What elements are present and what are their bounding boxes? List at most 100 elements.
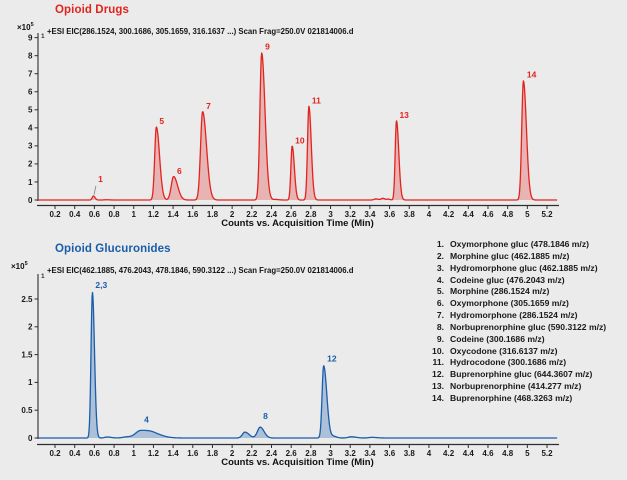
x-tick-label: 1.2 [148, 210, 160, 219]
y-tick-label: 7 [28, 70, 33, 79]
y-tick-label: 0 [28, 196, 33, 205]
peak-leader-line [93, 185, 97, 195]
x-axis-title-opioid-drugs: Counts vs. Acquisition Time (Min) [221, 218, 374, 229]
x-tick-label: 0.8 [109, 210, 121, 219]
peak-label-5: 5 [159, 116, 164, 126]
legend-item: 14. Buprenorphine (468.3263 m/z) [420, 393, 626, 405]
legend-item: 13. Norbuprenorphine (414.277 m/z) [420, 381, 626, 393]
x-tick-label: 3.6 [384, 449, 396, 458]
x-axis-title-opioid-glucuronides: Counts vs. Acquisition Time (Min) [221, 457, 374, 468]
legend-item-number: 4. [436, 274, 444, 285]
legend-item-name: Hydrocodone (300.1686 m/z) [450, 357, 567, 368]
x-tick-label: 3 [328, 210, 333, 219]
x-tick-label: 1.6 [187, 210, 199, 219]
x-tick-label: 1.8 [207, 449, 219, 458]
legend-item: 7. Hydromorphone (286.1524 m/z) [420, 310, 626, 322]
panel-title-opioid-glucuronides: Opioid Glucuronides [55, 243, 171, 255]
peak-fill-opioid-drugs [38, 52, 558, 200]
legend-item-name: Norbuprenorphine gluc (590.3122 m/z) [450, 321, 607, 332]
chromatogram-trace-opioid-drugs [37, 52, 558, 201]
x-tick-label: 1.8 [207, 210, 219, 219]
x-tick-label: 0.8 [109, 449, 121, 458]
eic-annotation-opioid-glucuronides: +ESI EIC(462.1885, 476.2043, 478.1846, 5… [47, 266, 354, 275]
legend-item-number: 7. [436, 310, 444, 321]
peak-label-14: 14 [527, 69, 537, 79]
x-tick-label: 5.2 [541, 449, 553, 458]
x-tick-label: 3.6 [384, 210, 396, 219]
legend-item-number: 2. [436, 250, 444, 261]
x-tick-label: 3.8 [404, 449, 416, 458]
x-tick-label: 2.6 [286, 449, 298, 458]
legend-item-number: 11. [432, 357, 444, 368]
legend-item-name: Morphine gluc (462.1885 m/z) [450, 250, 570, 261]
chromatogram-trace-opioid-glucuronides [37, 291, 558, 439]
legend-item: 4. Codeine gluc (476.2043 m/z) [420, 275, 626, 287]
legend-item-name: Norbuprenorphine (414.277 m/z) [450, 381, 582, 392]
peak-label-13: 13 [399, 110, 409, 120]
peak-label-4: 4 [144, 414, 149, 424]
peak-label-11: 11 [312, 95, 321, 105]
x-tick-label: 4.4 [463, 449, 475, 458]
x-tick-label: 0.4 [69, 449, 81, 458]
x-tick-label: 0.4 [69, 210, 81, 219]
panel-title-opioid-drugs: Opioid Drugs [55, 4, 130, 16]
x-tick-label: 4.2 [443, 449, 455, 458]
y-tick-label: 1.5 [21, 350, 33, 359]
x-tick-label: 5 [525, 210, 530, 219]
legend-item-number: 12. [432, 369, 444, 380]
x-tick-label: 4.6 [482, 210, 494, 219]
legend-item: 1. Oxymorphone gluc (478.1846 m/z) [420, 239, 626, 251]
peak-label-1: 1 [98, 174, 103, 184]
legend-item-number: 13. [432, 381, 444, 392]
legend-item-number: 14. [432, 392, 444, 403]
y-tick-label: 8 [28, 51, 33, 60]
y-tick-label: 2 [28, 160, 33, 169]
x-tick-label: 2.2 [246, 449, 258, 458]
x-tick-label: 2.4 [266, 449, 278, 458]
x-tick-label: 1 [132, 210, 137, 219]
legend-item: 3. Hydromorphone gluc (462.1885 m/z) [420, 263, 626, 275]
x-tick-label: 2.2 [246, 210, 258, 219]
x-tick-label: 4.2 [443, 210, 455, 219]
x-tick-label: 2 [230, 210, 235, 219]
legend-item-name: Buprenorphine gluc (644.3607 m/z) [450, 369, 593, 380]
legend-item-name: Oxymorphone (305.1659 m/z) [450, 298, 569, 309]
x-tick-label: 2.8 [305, 210, 317, 219]
y-tick-label: 3 [28, 142, 33, 151]
x-tick-label: 4.6 [482, 449, 494, 458]
peak-label-6: 6 [177, 166, 182, 176]
x-tick-label: 2.4 [266, 210, 278, 219]
x-tick-label: 3.8 [404, 210, 416, 219]
y-tick-label: 9 [28, 33, 33, 42]
x-tick-label: 3.4 [364, 210, 376, 219]
scale-exponent: 5 [24, 261, 28, 267]
x-tick-label: 5 [525, 449, 530, 458]
x-tick-label: 0.6 [89, 210, 101, 219]
eic-annotation-opioid-drugs: +ESI EIC(286.1524, 300.1686, 305.1659, 3… [47, 27, 354, 36]
x-tick-label: 4 [427, 449, 432, 458]
x-tick-label: 3.4 [364, 449, 376, 458]
scale-exponent: 5 [30, 22, 34, 28]
x-tick-label: 4 [427, 210, 432, 219]
compound-legend: 1. Oxymorphone gluc (478.1846 m/z) 2. Morph… [420, 239, 626, 405]
x-tick-label: 3 [328, 449, 333, 458]
x-tick-label: 1.6 [187, 449, 199, 458]
peak-label-8: 8 [263, 411, 268, 421]
x-tick-label: 0.6 [89, 449, 101, 458]
legend-item-number: 5. [436, 286, 444, 297]
legend-item: 5. Morphine (286.1524 m/z) [420, 286, 626, 298]
legend-item-name: Morphine (286.1524 m/z) [450, 286, 550, 297]
y-tick-label: 5 [28, 106, 33, 115]
legend-item-name: Codeine gluc (476.2043 m/z) [450, 274, 565, 285]
x-tick-label: 2.8 [305, 449, 317, 458]
x-tick-label: 3.2 [345, 210, 357, 219]
x-tick-label: 4.8 [502, 449, 514, 458]
legend-item-number: 3. [436, 262, 444, 273]
x-tick-label: 2.6 [286, 210, 298, 219]
y-tick-label: 2.5 [21, 295, 33, 304]
trace-number-opioid-drugs: 1 [41, 33, 45, 40]
legend-item: 10. Oxycodone (316.6137 m/z) [420, 346, 626, 358]
peak-label-9: 9 [265, 41, 270, 51]
